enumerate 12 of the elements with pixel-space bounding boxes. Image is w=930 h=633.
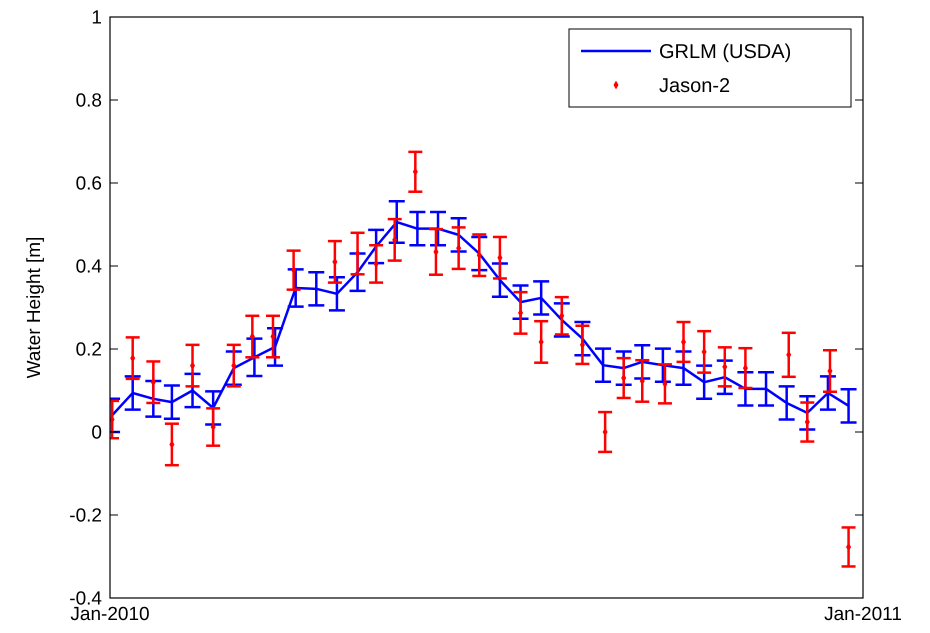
legend-label: Jason-2 (659, 75, 730, 97)
y-tick-label: -0.2 (69, 506, 102, 527)
y-tick-label: 1 (91, 8, 102, 29)
y-axis-title: Water Height [m] (24, 236, 45, 378)
y-tick-label: 0.6 (76, 174, 102, 195)
x-tick-label: Jan-2011 (824, 604, 902, 625)
legend-label: GRLM (USDA) (659, 41, 792, 63)
y-tick-label: 0.4 (76, 256, 102, 278)
x-tick-label: Jan-2010 (70, 604, 150, 625)
y-tick-label: 0.2 (76, 340, 102, 361)
y-tick-label: 0 (91, 422, 102, 444)
y-tick-label: 0.8 (76, 90, 102, 112)
